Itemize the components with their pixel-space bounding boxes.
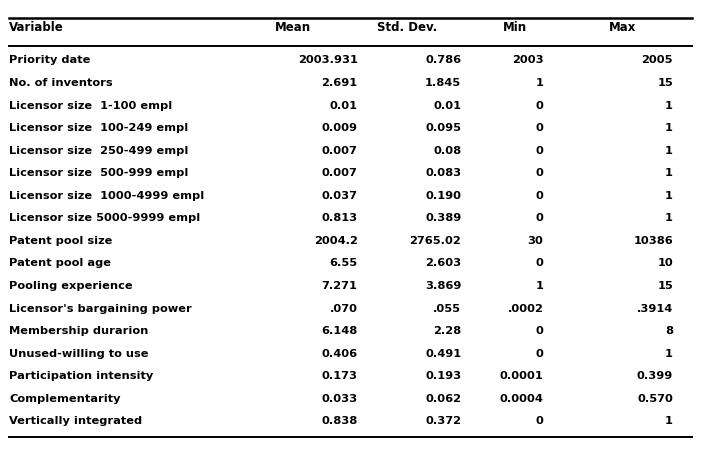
Text: 0: 0 <box>536 191 543 201</box>
Text: 0.570: 0.570 <box>637 394 673 404</box>
Text: 1: 1 <box>665 146 673 156</box>
Text: 0: 0 <box>536 146 543 156</box>
Text: 10: 10 <box>658 259 673 268</box>
Text: 0.007: 0.007 <box>322 168 358 178</box>
Text: 0.08: 0.08 <box>433 146 461 156</box>
Text: 0.193: 0.193 <box>425 371 461 381</box>
Text: 0.372: 0.372 <box>426 416 461 426</box>
Text: 0.389: 0.389 <box>425 213 461 223</box>
Text: Max: Max <box>608 21 636 34</box>
Text: 0: 0 <box>536 213 543 223</box>
Text: Patent pool size: Patent pool size <box>9 236 112 246</box>
Text: 2004.2: 2004.2 <box>313 236 358 246</box>
Text: Patent pool age: Patent pool age <box>9 259 111 268</box>
Text: Variable: Variable <box>9 21 64 34</box>
Text: 8: 8 <box>665 326 673 336</box>
Text: 0: 0 <box>536 100 543 111</box>
Text: 0.190: 0.190 <box>426 191 461 201</box>
Text: 2.28: 2.28 <box>433 326 461 336</box>
Text: Licensor size  250-499 empl: Licensor size 250-499 empl <box>9 146 189 156</box>
Text: Unused-willing to use: Unused-willing to use <box>9 349 149 359</box>
Text: Licensor size  1-100 empl: Licensor size 1-100 empl <box>9 100 172 111</box>
Text: 0: 0 <box>536 259 543 268</box>
Text: Participation intensity: Participation intensity <box>9 371 154 381</box>
Text: 1: 1 <box>665 213 673 223</box>
Text: Complementarity: Complementarity <box>9 394 121 404</box>
Text: 3.869: 3.869 <box>425 281 461 291</box>
Text: Priority date: Priority date <box>9 55 90 66</box>
Text: Licensor size  500-999 empl: Licensor size 500-999 empl <box>9 168 189 178</box>
Text: Licensor's bargaining power: Licensor's bargaining power <box>9 304 192 313</box>
Text: 0.0001: 0.0001 <box>500 371 543 381</box>
Text: 0.491: 0.491 <box>425 349 461 359</box>
Text: 10386: 10386 <box>633 236 673 246</box>
Text: 0.083: 0.083 <box>425 168 461 178</box>
Text: 0: 0 <box>536 326 543 336</box>
Text: 0.007: 0.007 <box>322 146 358 156</box>
Text: 15: 15 <box>658 78 673 88</box>
Text: 2003: 2003 <box>512 55 543 66</box>
Text: Pooling experience: Pooling experience <box>9 281 132 291</box>
Text: 0.01: 0.01 <box>433 100 461 111</box>
Text: Licensor size  1000-4999 empl: Licensor size 1000-4999 empl <box>9 191 205 201</box>
Text: 0.0004: 0.0004 <box>499 394 543 404</box>
Text: 0.095: 0.095 <box>426 123 461 133</box>
Text: 0.813: 0.813 <box>321 213 358 223</box>
Text: 0.399: 0.399 <box>637 371 673 381</box>
Text: 0: 0 <box>536 349 543 359</box>
Text: 0: 0 <box>536 168 543 178</box>
Text: Min: Min <box>503 21 527 34</box>
Text: 1.845: 1.845 <box>425 78 461 88</box>
Text: 0: 0 <box>536 416 543 426</box>
Text: 1: 1 <box>665 191 673 201</box>
Text: 0.037: 0.037 <box>322 191 358 201</box>
Text: 0.406: 0.406 <box>321 349 358 359</box>
Text: Licensor size  100-249 empl: Licensor size 100-249 empl <box>9 123 189 133</box>
Text: No. of inventors: No. of inventors <box>9 78 113 88</box>
Text: Std. Dev.: Std. Dev. <box>377 21 437 34</box>
Text: 6.55: 6.55 <box>329 259 358 268</box>
Text: 1: 1 <box>665 416 673 426</box>
Text: 0: 0 <box>536 123 543 133</box>
Text: .055: .055 <box>433 304 461 313</box>
Text: 1: 1 <box>536 281 543 291</box>
Text: 6.148: 6.148 <box>321 326 358 336</box>
Text: 30: 30 <box>527 236 543 246</box>
Text: 1: 1 <box>536 78 543 88</box>
Text: 0.838: 0.838 <box>321 416 358 426</box>
Text: Licensor size 5000-9999 empl: Licensor size 5000-9999 empl <box>9 213 200 223</box>
Text: 2005: 2005 <box>641 55 673 66</box>
Text: 0.786: 0.786 <box>425 55 461 66</box>
Text: 1: 1 <box>665 100 673 111</box>
Text: .3914: .3914 <box>637 304 673 313</box>
Text: 2.691: 2.691 <box>321 78 358 88</box>
Text: .0002: .0002 <box>508 304 543 313</box>
Text: 7.271: 7.271 <box>322 281 358 291</box>
Text: 0.173: 0.173 <box>322 371 358 381</box>
Text: 15: 15 <box>658 281 673 291</box>
Text: Membership durarion: Membership durarion <box>9 326 149 336</box>
Text: 0.062: 0.062 <box>426 394 461 404</box>
Text: .070: .070 <box>329 304 358 313</box>
Text: 1: 1 <box>665 123 673 133</box>
Text: 0.01: 0.01 <box>329 100 358 111</box>
Text: Vertically integrated: Vertically integrated <box>9 416 142 426</box>
Text: 2003.931: 2003.931 <box>298 55 358 66</box>
Text: 2.603: 2.603 <box>425 259 461 268</box>
Text: 0.009: 0.009 <box>322 123 358 133</box>
Text: 1: 1 <box>665 349 673 359</box>
Text: 2765.02: 2765.02 <box>409 236 461 246</box>
Text: Mean: Mean <box>275 21 311 34</box>
Text: 1: 1 <box>665 168 673 178</box>
Text: 0.033: 0.033 <box>321 394 358 404</box>
